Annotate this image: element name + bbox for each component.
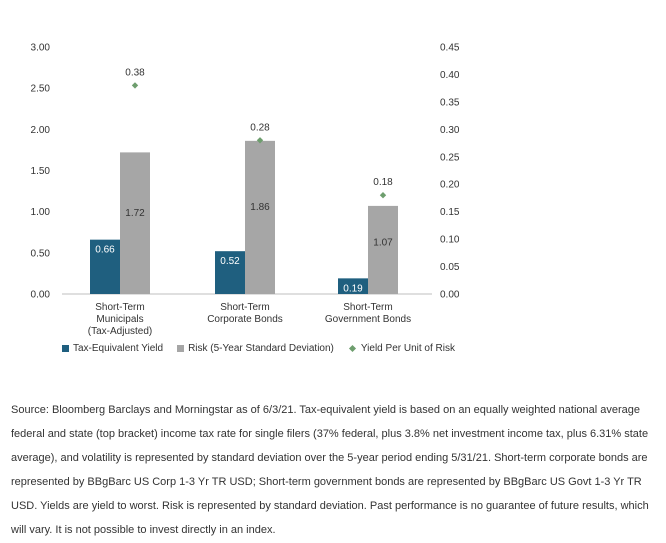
category-label-line: Short-Term [343, 302, 392, 313]
left-axis-tick-label: 1.00 [31, 207, 51, 218]
bar-data-label: 0.19 [343, 283, 363, 294]
bar-data-label: 0.66 [95, 245, 115, 256]
legend-label-ratio: Yield Per Unit of Risk [360, 343, 455, 354]
bar [90, 239, 120, 294]
right-axis-tick-label: 0.25 [440, 152, 460, 163]
left-axis-tick-label: 1.50 [31, 166, 51, 177]
legend-item-risk: Risk (5-Year Standard Deviation) [177, 343, 334, 354]
legend-marker-ratio [348, 344, 356, 353]
bar [120, 152, 150, 294]
category-label-line: Government Bonds [325, 314, 411, 325]
legend-swatch-risk [177, 345, 185, 352]
chart: 0.00 0.50 1.00 1.50 2.00 2.50 3.00 0.00 0.05 0.1… [31, 43, 460, 338]
bar [245, 140, 275, 294]
plot-area: 0.66 1.72 0.38 0.52 1.86 0.28 0.19 1.07 0.18 [62, 67, 432, 295]
left-axis-tick-label: 3.00 [31, 43, 51, 54]
legend-item-yield: Tax-Equivalent Yield [62, 343, 163, 354]
left-axis-tick-label: 0.00 [31, 290, 51, 301]
right-axis: 0.00 0.05 0.10 0.15 0.20 0.25 0.30 0.35 0.40 0.45 [440, 43, 460, 301]
right-axis-tick-label: 0.20 [440, 180, 460, 191]
legend-swatch-yield [62, 345, 69, 352]
bar [338, 278, 368, 294]
marker-point [256, 137, 264, 144]
marker-point [131, 82, 139, 89]
right-axis-tick-label: 0.00 [440, 290, 460, 301]
marker-data-label: 0.38 [125, 67, 145, 78]
category-label: Short-Term Corporate Bonds [207, 302, 283, 325]
right-axis-tick-label: 0.45 [440, 43, 460, 54]
marker-data-label: 0.18 [373, 177, 393, 188]
source-note: Source: Bloomberg Barclays and Morningst… [11, 404, 649, 536]
bar [215, 251, 245, 294]
right-axis-tick-label: 0.35 [440, 97, 460, 108]
bar-data-label: 1.72 [125, 208, 145, 219]
marker-data-label: 0.28 [250, 122, 270, 133]
bar-data-label: 1.07 [373, 238, 393, 249]
legend: Tax-Equivalent Yield Risk (5-Year Standa… [62, 343, 455, 354]
right-axis-tick-label: 0.10 [440, 235, 460, 246]
marker-point [379, 192, 387, 199]
category-label: Short-Term Municipals (Tax-Adjusted) [88, 302, 152, 337]
right-axis-tick-label: 0.40 [440, 70, 460, 81]
category-label: Short-Term Government Bonds [325, 302, 411, 325]
legend-item-ratio: Yield Per Unit of Risk [348, 343, 455, 354]
right-axis-tick-label: 0.15 [440, 207, 460, 218]
category-label-line: Corporate Bonds [207, 314, 283, 325]
category-label-line: Municipals [96, 314, 143, 325]
category-label-line: Short-Term [95, 302, 144, 313]
right-axis-tick-label: 0.05 [440, 262, 460, 273]
left-axis-tick-label: 2.00 [31, 125, 51, 136]
left-axis: 0.00 0.50 1.00 1.50 2.00 2.50 3.00 [31, 43, 51, 301]
category-labels: Short-Term Municipals (Tax-Adjusted)Short-… [88, 302, 411, 337]
bar [368, 205, 398, 294]
left-axis-tick-label: 0.50 [31, 248, 51, 259]
legend-label-risk: Risk (5-Year Standard Deviation) [188, 343, 334, 354]
category-label-line: Short-Term [220, 302, 269, 313]
right-axis-tick-label: 0.30 [440, 125, 460, 136]
legend-label-yield: Tax-Equivalent Yield [73, 343, 164, 354]
category-label-line: (Tax-Adjusted) [88, 326, 152, 337]
bar-data-label: 0.52 [220, 256, 240, 267]
bar-data-label: 1.86 [250, 202, 270, 213]
left-axis-tick-label: 2.50 [31, 84, 51, 95]
